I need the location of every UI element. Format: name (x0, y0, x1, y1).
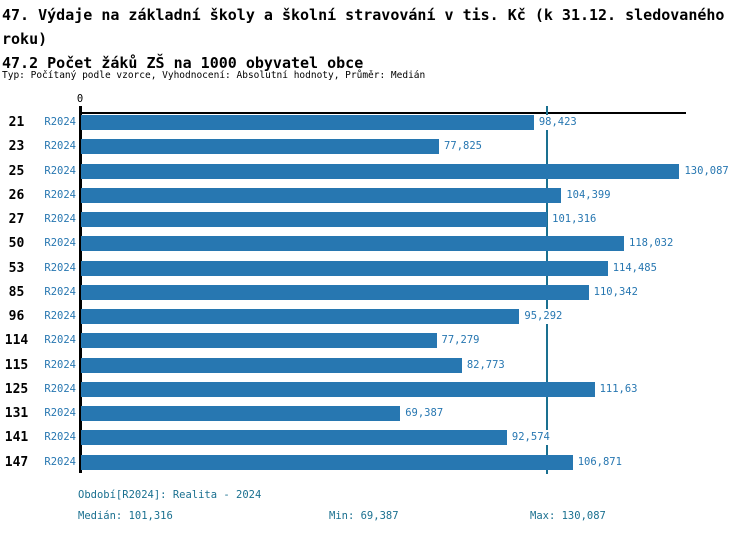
category-label: 115 (4, 357, 29, 373)
chart-header: 47. Výdaje na základní školy a školní st… (2, 3, 748, 75)
chart-row: 96 R2024 95,292 (0, 309, 750, 324)
chart-row: 141 R2024 92,574 (0, 430, 750, 446)
category-label: 50 (8, 236, 25, 252)
value-label: 104,399 (565, 187, 612, 203)
chart-subtitle: 47.2 Počet žáků ZŠ na 1000 obyvatel obce (2, 54, 364, 72)
value-label: 110,342 (592, 284, 639, 300)
bar (81, 333, 437, 349)
footer-max: Max: 130,087 (530, 510, 606, 522)
period-label: R2024 (44, 237, 76, 250)
value-label: 130,087 (683, 163, 730, 179)
category-label: 23 (8, 139, 25, 155)
period-label: R2024 (44, 213, 76, 225)
chart-row: 26 R2024 104,399 (0, 187, 750, 203)
value-label: 82,773 (465, 357, 506, 373)
bar (81, 236, 625, 252)
chart-row: 27 R2024 101,316 (0, 212, 750, 227)
bar (81, 406, 401, 421)
bar (81, 454, 573, 470)
bar (81, 284, 589, 300)
value-label: 77,825 (443, 139, 483, 155)
period-label: R2024 (44, 455, 76, 468)
value-label: 95,292 (523, 309, 564, 324)
category-label: 147 (4, 454, 29, 470)
category-label: 85 (8, 284, 25, 300)
y-axis-line (78, 106, 82, 473)
bar (81, 430, 507, 446)
category-label: 26 (8, 187, 25, 203)
value-label: 98,423 (537, 115, 578, 130)
chart-row: 125 R2024 111,63 (0, 381, 750, 397)
chart-row: 131 R2024 69,387 (0, 406, 750, 421)
bar (81, 187, 562, 203)
value-label: 69,387 (404, 406, 445, 421)
period-label: R2024 (44, 431, 76, 444)
bar (81, 381, 595, 397)
axis-origin-label: 0 (76, 93, 84, 105)
footer-median: Medián: 101,316 (78, 510, 173, 522)
category-label: 21 (8, 115, 25, 130)
period-label: R2024 (44, 164, 76, 177)
value-label: 114,485 (611, 260, 658, 276)
category-label: 125 (4, 381, 29, 397)
category-label: 53 (8, 260, 25, 276)
period-label: R2024 (44, 310, 76, 322)
period-label: R2024 (44, 407, 76, 419)
chart-meta-line: Typ: Počítaný podle vzorce, Vyhodnocení:… (2, 70, 426, 81)
value-label: 118,032 (628, 236, 675, 252)
period-label: R2024 (44, 188, 76, 201)
chart-row: 115 R2024 82,773 (0, 357, 750, 373)
category-label: 27 (8, 212, 25, 227)
chart-row: 25 R2024 130,087 (0, 163, 750, 179)
chart-row: 53 R2024 114,485 (0, 260, 750, 276)
bar (81, 212, 548, 227)
x-axis-line (80, 112, 686, 114)
chart-row: 147 R2024 106,871 (0, 454, 750, 470)
category-label: 96 (8, 309, 25, 324)
value-label: 106,871 (576, 454, 623, 470)
footer-min: Min: 69,387 (329, 510, 399, 522)
bar (81, 115, 534, 130)
period-label: R2024 (44, 116, 76, 128)
chart-row: 21 R2024 98,423 (0, 115, 750, 130)
period-label: R2024 (44, 334, 76, 347)
value-label: 101,316 (551, 212, 598, 227)
bar (81, 139, 440, 155)
bar (81, 357, 462, 373)
chart-row: 23 R2024 77,825 (0, 139, 750, 155)
period-label: R2024 (44, 358, 76, 371)
footer-period: Období[R2024]: Realita - 2024 (78, 489, 262, 501)
period-label: R2024 (44, 261, 76, 274)
value-label: 111,63 (598, 381, 639, 397)
chart-row: 50 R2024 118,032 (0, 236, 750, 252)
value-label: 92,574 (510, 430, 551, 446)
value-label: 77,279 (440, 333, 481, 349)
period-label: R2024 (44, 382, 76, 395)
category-label: 131 (4, 406, 29, 421)
category-label: 25 (8, 163, 25, 179)
period-label: R2024 (44, 285, 76, 298)
period-label: R2024 (44, 140, 76, 153)
bar (81, 260, 608, 276)
bar (81, 309, 520, 324)
chart-title: 47. Výdaje na základní školy a školní st… (2, 6, 725, 48)
category-label: 114 (4, 333, 29, 349)
bar (81, 163, 680, 179)
chart-row: 85 R2024 110,342 (0, 284, 750, 300)
category-label: 141 (4, 430, 29, 446)
chart-row: 114 R2024 77,279 (0, 333, 750, 349)
